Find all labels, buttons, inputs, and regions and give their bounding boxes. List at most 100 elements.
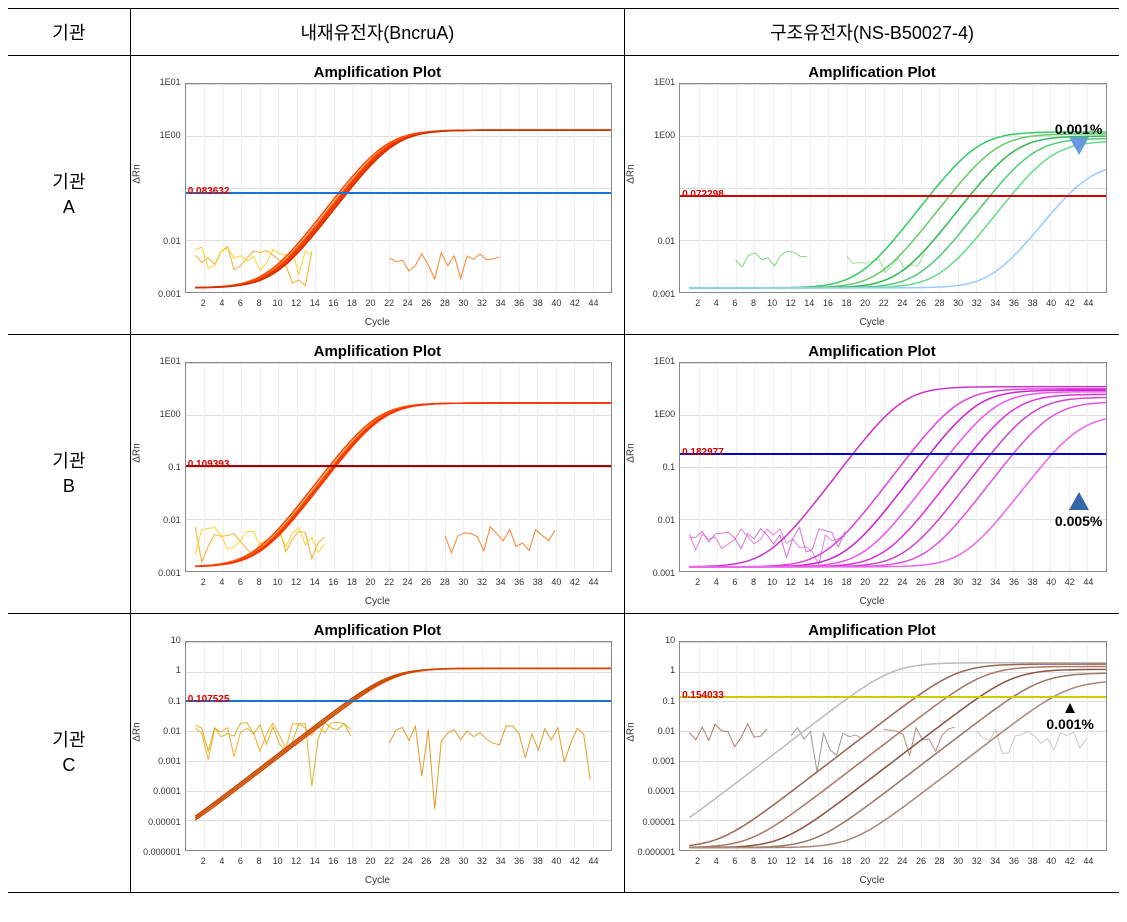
- x-tick-label: 32: [972, 298, 982, 308]
- x-tick-label: 30: [953, 577, 963, 587]
- x-tick-label: 18: [347, 298, 357, 308]
- x-tick-label: 16: [823, 856, 833, 866]
- x-tick-label: 34: [990, 856, 1000, 866]
- chart-title: Amplification Plot: [135, 618, 620, 641]
- x-tick-label: 42: [570, 298, 580, 308]
- x-tick-label: 6: [732, 577, 737, 587]
- chart-title: Amplification Plot: [629, 60, 1115, 83]
- x-tick-label: 38: [1028, 298, 1038, 308]
- y-tick-label: 1: [670, 665, 675, 675]
- y-axis: ΔRn 0.0010.011E001E01: [135, 82, 185, 294]
- y-axis-label: ΔRn: [626, 722, 637, 741]
- header-construct-gene: 구조유전자(NS-B50027-4): [625, 9, 1119, 56]
- construct-chart-cell: Amplification Plot ΔRn 0.0000010.000010.…: [625, 614, 1119, 893]
- x-tick-label: 4: [219, 856, 224, 866]
- y-tick-label: 1E00: [654, 130, 675, 140]
- curves-svg: [680, 363, 1106, 571]
- annotation-text: 0.001%: [1055, 121, 1102, 137]
- threshold-value: 0.154033: [682, 690, 724, 701]
- y-tick-label: 0.1: [168, 462, 181, 472]
- x-tick-label: 24: [897, 856, 907, 866]
- x-tick-label: 28: [440, 298, 450, 308]
- x-tick-label: 22: [879, 577, 889, 587]
- x-tick-label: 38: [533, 577, 543, 587]
- x-tick-label: 8: [257, 856, 262, 866]
- x-tick-label: 28: [935, 577, 945, 587]
- institution-label: 기관C: [12, 728, 126, 778]
- amplification-plot-left: Amplification Plot ΔRn 0.0010.010.11E001…: [135, 339, 620, 609]
- x-tick-label: 20: [860, 577, 870, 587]
- x-tick-label: 16: [328, 298, 338, 308]
- y-axis: ΔRn 0.0010.010.11E001E01: [629, 361, 679, 573]
- row-label-cell: 기관B: [8, 335, 130, 614]
- x-tick-label: 28: [440, 856, 450, 866]
- x-tick-label: 42: [570, 856, 580, 866]
- threshold-line: [680, 696, 1106, 698]
- institution-label: 기관B: [12, 449, 126, 499]
- x-tick-label: 2: [201, 298, 206, 308]
- plot-area: 0.107525: [185, 641, 612, 851]
- threshold-line: [680, 195, 1106, 197]
- x-tick-label: 20: [366, 298, 376, 308]
- arrow-up-icon: [1069, 492, 1089, 510]
- chart-title: Amplification Plot: [629, 339, 1115, 362]
- threshold-value: 0.072298: [682, 189, 724, 200]
- x-tick-label: 22: [879, 298, 889, 308]
- x-axis-label: Cycle: [365, 317, 390, 328]
- row-label-cell: 기관C: [8, 614, 130, 893]
- header-endogenous-gene: 내재유전자(BncruA): [130, 9, 624, 56]
- x-tick-label: 18: [842, 577, 852, 587]
- x-tick-label: 34: [496, 856, 506, 866]
- arrow-down-icon: [1069, 137, 1089, 155]
- y-axis-label: ΔRn: [626, 164, 637, 183]
- x-tick-label: 42: [1065, 298, 1075, 308]
- x-tick-label: 10: [767, 856, 777, 866]
- y-axis-label: ΔRn: [626, 443, 637, 462]
- x-tick-label: 24: [403, 856, 413, 866]
- y-tick-label: 1: [176, 665, 181, 675]
- y-axis: ΔRn 0.0000010.000010.00010.0010.010.1110: [135, 640, 185, 852]
- y-tick-label: 0.01: [658, 515, 676, 525]
- y-tick-label: 0.0001: [153, 786, 181, 796]
- x-tick-label: 30: [953, 298, 963, 308]
- x-tick-label: 4: [219, 577, 224, 587]
- x-tick-label: 30: [458, 856, 468, 866]
- threshold-value: 0.107525: [188, 694, 230, 705]
- x-tick-label: 34: [496, 577, 506, 587]
- y-tick-label: 0.000001: [143, 847, 181, 857]
- percent-annotation: 0.001%: [1055, 121, 1102, 158]
- x-tick-label: 36: [514, 856, 524, 866]
- threshold-line: [186, 192, 611, 194]
- x-tick-label: 36: [1009, 856, 1019, 866]
- x-tick-label: 32: [972, 577, 982, 587]
- x-tick-label: 38: [1028, 856, 1038, 866]
- x-axis: 2468101214161820222426283032343638404244: [679, 854, 1107, 870]
- x-axis-label: Cycle: [365, 596, 390, 607]
- x-tick-label: 26: [916, 856, 926, 866]
- y-tick-label: 0.000001: [638, 847, 676, 857]
- curves-svg: [186, 84, 611, 292]
- x-tick-label: 36: [514, 577, 524, 587]
- x-tick-label: 34: [990, 298, 1000, 308]
- x-tick-label: 34: [990, 577, 1000, 587]
- x-tick-label: 42: [570, 577, 580, 587]
- row-label-cell: 기관A: [8, 56, 130, 335]
- curves-svg: [186, 363, 611, 571]
- x-tick-label: 12: [291, 577, 301, 587]
- x-tick-label: 10: [767, 577, 777, 587]
- x-tick-label: 8: [257, 298, 262, 308]
- arrow-up-icon: [1065, 703, 1075, 713]
- plot-area: 0.072298 0.001%: [679, 83, 1107, 293]
- y-axis-label: ΔRn: [131, 164, 142, 183]
- x-tick-label: 20: [366, 577, 376, 587]
- x-tick-label: 40: [1046, 577, 1056, 587]
- header-institution: 기관: [8, 9, 130, 56]
- x-tick-label: 18: [347, 856, 357, 866]
- threshold-value: 0.083632: [188, 186, 230, 197]
- x-tick-label: 44: [1083, 856, 1093, 866]
- threshold-line: [186, 700, 611, 702]
- x-tick-label: 14: [804, 298, 814, 308]
- x-tick-label: 4: [714, 298, 719, 308]
- x-tick-label: 26: [421, 856, 431, 866]
- x-tick-label: 44: [1083, 298, 1093, 308]
